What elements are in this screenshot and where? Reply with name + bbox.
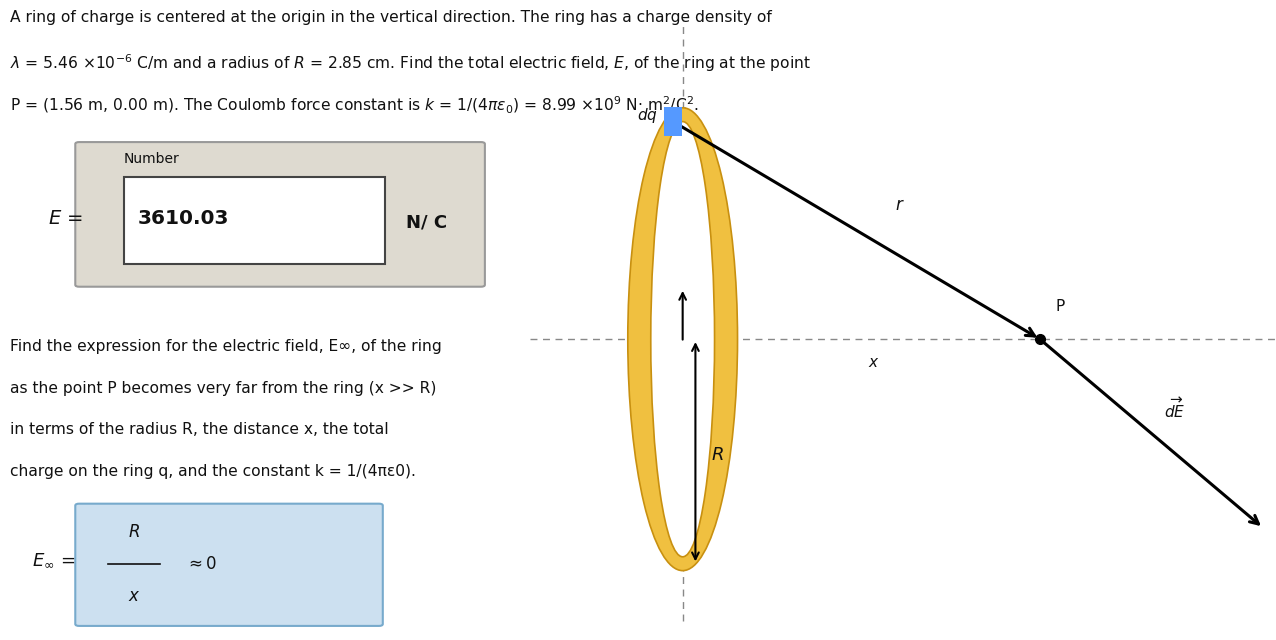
FancyBboxPatch shape [124,177,385,264]
Text: $\overrightarrow{dE}$: $\overrightarrow{dE}$ [1164,397,1185,421]
Bar [665,107,683,136]
Text: $\lambda$ = 5.46 $\times$10$^{-6}$ C/m and a radius of $R$ = 2.85 cm. Find the t: $\lambda$ = 5.46 $\times$10$^{-6}$ C/m a… [10,52,812,74]
Text: $dq$: $dq$ [637,106,658,125]
Text: P: P [1055,299,1064,314]
Text: charge on the ring q, and the constant k = 1/(4πε0).: charge on the ring q, and the constant k… [10,464,416,479]
Text: as the point P becomes very far from the ring (x >> R): as the point P becomes very far from the… [10,381,436,396]
FancyBboxPatch shape [75,142,485,287]
Text: $r$: $r$ [894,196,905,214]
Text: 3610.03: 3610.03 [138,209,230,228]
Text: A ring of charge is centered at the origin in the vertical direction. The ring h: A ring of charge is centered at the orig… [10,10,772,24]
Text: $x$: $x$ [868,355,880,370]
FancyBboxPatch shape [75,504,383,626]
Text: $E_\infty$ =: $E_\infty$ = [32,551,75,569]
Ellipse shape [651,122,715,557]
Text: P = (1.56 m, 0.00 m). The Coulomb force constant is $k$ = 1/(4$\pi\varepsilon_0$: P = (1.56 m, 0.00 m). The Coulomb force … [10,95,699,116]
Text: $R$: $R$ [128,523,140,541]
Text: Number: Number [124,152,180,166]
Text: Find the expression for the electric field, E∞, of the ring: Find the expression for the electric fie… [10,339,441,354]
Text: $E$ =: $E$ = [48,209,83,228]
Ellipse shape [628,108,738,571]
Text: in terms of the radius R, the distance x, the total: in terms of the radius R, the distance x… [10,422,389,437]
Text: $\approx 0$: $\approx 0$ [185,556,217,573]
Text: $R$: $R$ [711,446,723,464]
Text: $x$: $x$ [128,587,140,605]
Text: N/ C: N/ C [406,213,447,231]
